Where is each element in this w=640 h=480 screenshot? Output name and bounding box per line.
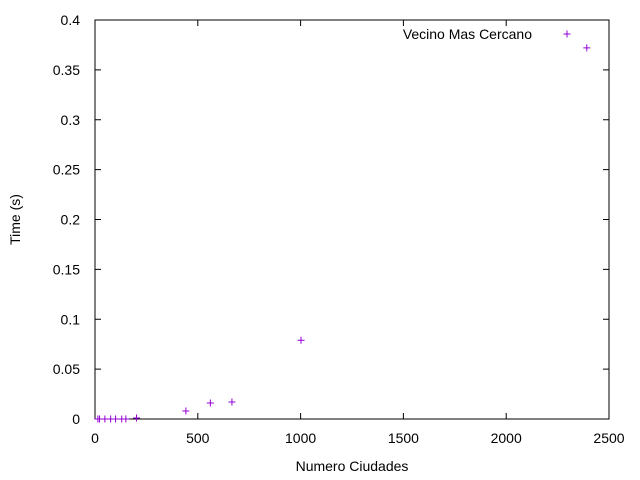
points-layer: [94, 44, 591, 423]
y-tick-label: 0.2: [61, 212, 81, 228]
x-tick-label: 2000: [491, 430, 522, 446]
data-point: [133, 414, 141, 422]
data-point: [122, 415, 130, 423]
legend: Vecino Mas Cercano: [403, 26, 571, 42]
data-point: [182, 407, 190, 415]
data-point: [206, 399, 214, 407]
data-point: [297, 336, 305, 344]
x-tick-label: 1500: [388, 430, 419, 446]
y-tick-label: 0.05: [53, 361, 80, 377]
y-axis-title: Time (s): [7, 194, 23, 245]
x-tick-label: 0: [91, 430, 99, 446]
legend-marker-plus: [563, 30, 571, 38]
y-tick-label: 0.3: [61, 112, 81, 128]
x-axis-title: Numero Ciudades: [296, 458, 409, 474]
x-tick-label: 2500: [593, 430, 624, 446]
data-point: [228, 398, 236, 406]
y-tick-label: 0.15: [53, 261, 80, 277]
x-tick-label: 1000: [285, 430, 316, 446]
y-tick-label: 0.35: [53, 62, 80, 78]
y-tick-label: 0.25: [53, 162, 80, 178]
x-tick-label: 500: [186, 430, 210, 446]
legend-label: Vecino Mas Cercano: [403, 26, 532, 42]
plot-frame: [94, 19, 610, 420]
y-tick-label: 0: [72, 411, 80, 427]
data-point: [112, 415, 120, 423]
y-tick-label: 0.4: [61, 12, 81, 28]
y-tick-label: 0.1: [61, 311, 81, 327]
ticks-layer: 0 500 1000 1500 2000 2500 0 0.05 0.1 0.15 0.2 0.25 0…: [53, 12, 625, 446]
data-point: [583, 44, 591, 52]
